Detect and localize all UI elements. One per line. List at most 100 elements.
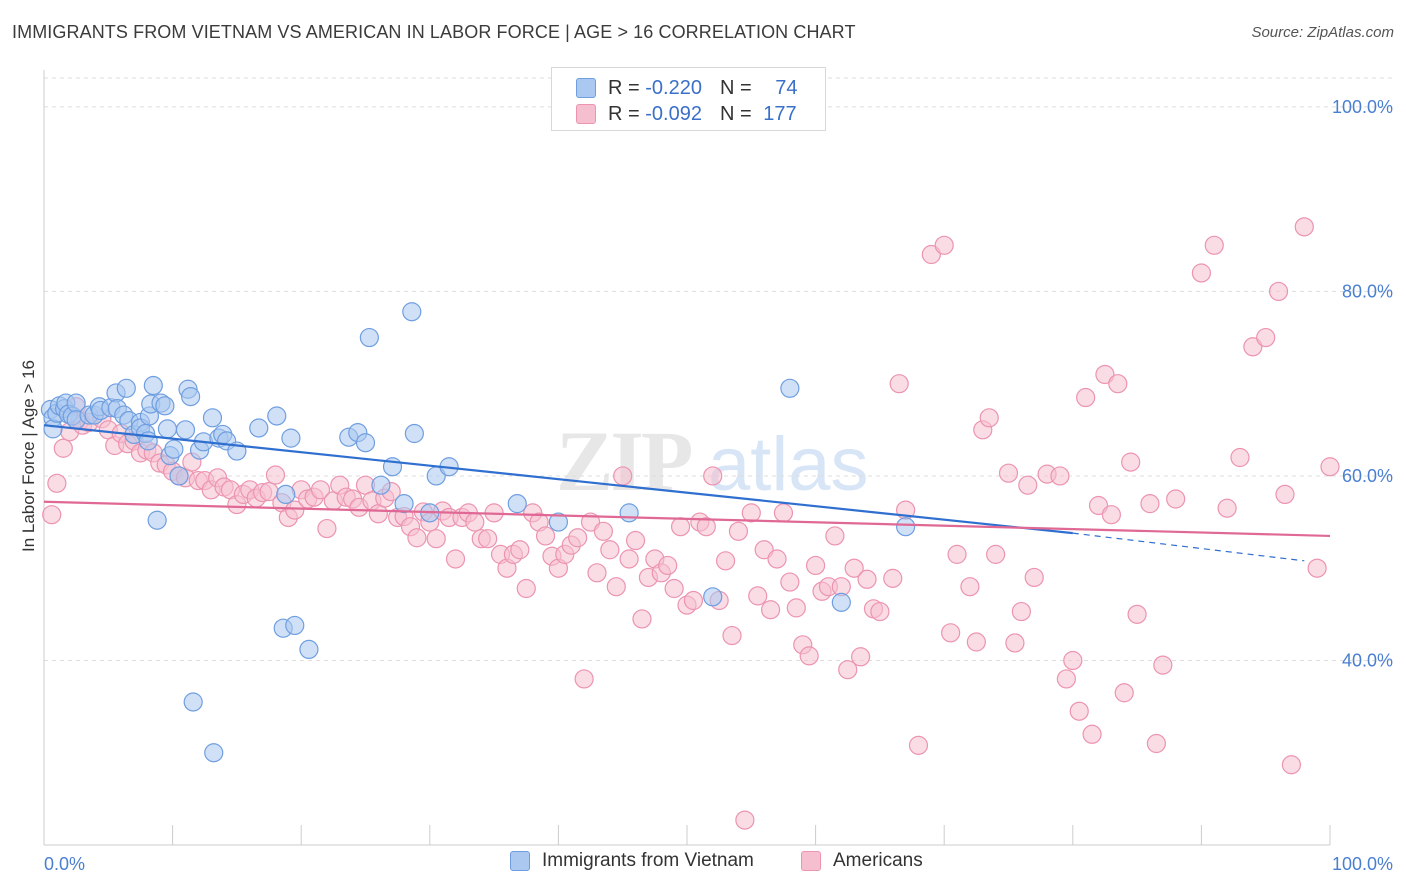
americans-point (1191, 263, 1212, 283)
legend-n-value: 74 (775, 76, 798, 99)
vietnam-point (157, 419, 178, 439)
vietnam-point (281, 428, 301, 448)
americans-point (1082, 724, 1102, 744)
legend-n-label: N = (719, 102, 758, 125)
vietnam-point (155, 396, 175, 416)
y-axis-title: In Labor Force | Age > 16 (19, 360, 38, 552)
americans-point (1069, 701, 1089, 721)
americans-point (703, 466, 723, 486)
americans-point (600, 540, 620, 560)
x-tick-label: 0.0% (44, 854, 85, 874)
americans-point (1243, 337, 1263, 357)
americans-point (664, 578, 684, 599)
americans-point (1018, 475, 1038, 495)
americans-point (1166, 489, 1186, 509)
americans-points (42, 217, 1340, 830)
americans-point (587, 563, 607, 583)
americans-point (838, 660, 858, 680)
vietnam-point (143, 375, 163, 396)
bottom-legend-vietnam: Immigrants from Vietnam (510, 850, 754, 872)
americans-point (960, 577, 980, 597)
americans-point (568, 528, 588, 548)
americans-point (426, 529, 446, 549)
americans-point (1146, 733, 1166, 754)
vietnam-point (169, 466, 189, 486)
americans-point (870, 601, 890, 622)
americans-point (966, 632, 986, 652)
americans-point (445, 549, 466, 569)
watermark-atlas: atlas (708, 422, 869, 507)
americans-point (625, 530, 646, 551)
americans-point (516, 578, 536, 599)
americans-point (1076, 387, 1096, 408)
americans-point (844, 558, 864, 578)
americans-point (1204, 235, 1224, 255)
americans-point (921, 244, 941, 265)
vietnam-point (276, 484, 296, 505)
y-tick-label: 40.0% (1342, 650, 1393, 670)
vietnam-point (404, 423, 424, 444)
americans-point (786, 598, 806, 618)
americans-trend-line (43, 500, 1331, 538)
americans-point (317, 518, 337, 539)
vietnam-point (183, 692, 203, 712)
americans-point (998, 463, 1019, 483)
vietnam-trend-line (43, 424, 1073, 535)
americans-point (696, 517, 716, 537)
americans-point (285, 500, 305, 520)
americans-point (1121, 452, 1141, 472)
americans-point (1268, 281, 1289, 302)
legend-row-americans: R = -0.092 N = 177 (576, 102, 797, 126)
vietnam-trend-extension (1072, 532, 1305, 562)
vietnam-point (43, 419, 63, 439)
americans-point (658, 555, 678, 576)
legend-swatch-pink (576, 104, 596, 124)
americans-point (979, 408, 999, 428)
americans-point (735, 810, 755, 830)
legend-swatch-pink (801, 851, 821, 871)
americans-point (728, 521, 749, 541)
americans-point (42, 505, 62, 525)
americans-point (1140, 494, 1160, 514)
americans-point (754, 540, 774, 560)
americans-point (1153, 655, 1173, 675)
tick-labels: 40.0% 60.0% 80.0% 100.0% 0.0% 100.0% (44, 97, 1393, 874)
americans-point (934, 235, 954, 255)
americans-point (1005, 633, 1025, 653)
legend-label-americans: Americans (833, 850, 923, 871)
vietnam-point (299, 639, 319, 660)
americans-point (773, 503, 794, 523)
americans-point (53, 438, 73, 458)
americans-point (748, 586, 768, 606)
americans-point (670, 517, 691, 537)
americans-point (883, 568, 903, 588)
americans-point (1101, 505, 1121, 525)
americans-point (851, 647, 871, 667)
americans-point (1011, 601, 1031, 622)
americans-point (889, 374, 909, 394)
americans-point (265, 465, 286, 485)
correlation-legend: R = -0.220 N = 74 R = -0.092 N = 177 (551, 67, 826, 131)
americans-point (908, 735, 929, 755)
americans-point (1024, 567, 1044, 588)
americans-point (741, 503, 761, 523)
americans-point (760, 600, 781, 620)
vietnam-point (371, 475, 391, 495)
americans-point (1088, 495, 1109, 516)
americans-point (465, 512, 485, 532)
americans-point (593, 521, 614, 541)
americans-point (825, 526, 845, 546)
vietnam-point (164, 439, 184, 459)
legend-r-label: R = (608, 76, 646, 99)
americans-point (715, 551, 736, 571)
vietnam-point (147, 510, 167, 530)
americans-point (619, 549, 639, 569)
americans-point (1056, 669, 1076, 689)
vietnam-point (896, 517, 916, 537)
americans-point (407, 528, 427, 548)
americans-point (535, 526, 556, 546)
americans-point (1294, 217, 1314, 237)
americans-point (857, 569, 877, 589)
trend-lines (43, 424, 1331, 562)
